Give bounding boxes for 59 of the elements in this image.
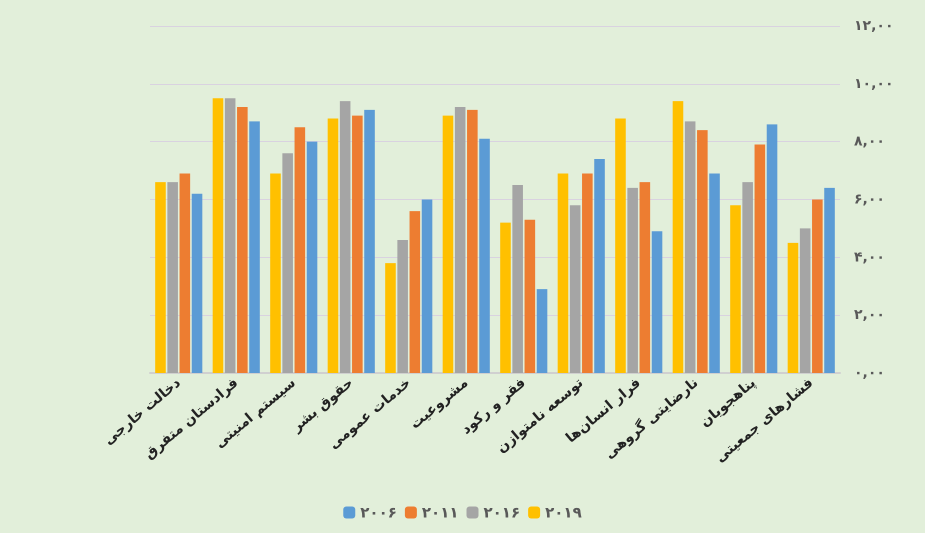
bar <box>536 289 548 373</box>
bar <box>788 242 798 373</box>
bar <box>672 101 684 373</box>
bar <box>730 205 741 373</box>
y-tick-label: ۶,۰۰ <box>854 192 885 208</box>
bar <box>328 118 338 373</box>
bar <box>294 127 306 373</box>
bar <box>212 98 224 373</box>
bar <box>558 173 568 373</box>
bar <box>697 130 708 373</box>
bar <box>180 173 190 373</box>
legend-label: ۲۰۰۶ <box>360 504 397 522</box>
bar <box>192 194 202 373</box>
bar <box>467 110 478 373</box>
bar <box>824 188 835 373</box>
bar <box>454 106 466 373</box>
bar <box>615 118 626 373</box>
bar <box>306 142 318 373</box>
legend-label: ۲۰۱۹ <box>545 504 582 522</box>
bar <box>570 205 580 373</box>
y-tick-label: ۱۲,۰۰ <box>854 18 894 34</box>
bar <box>512 185 523 373</box>
bar <box>652 231 662 373</box>
bar <box>397 240 408 373</box>
bar <box>640 182 650 373</box>
bar <box>479 138 490 373</box>
bar <box>224 98 236 373</box>
bar <box>582 173 593 373</box>
bar <box>352 116 363 373</box>
bar <box>766 124 778 373</box>
bar <box>364 110 375 373</box>
bar <box>422 200 432 373</box>
bar <box>340 101 350 373</box>
bar <box>524 220 536 373</box>
bar <box>627 188 638 373</box>
bar <box>742 182 753 373</box>
bar <box>237 106 248 373</box>
bar <box>410 211 420 373</box>
bar <box>812 200 823 373</box>
y-tick-label: ۲,۰۰ <box>854 307 885 324</box>
bar <box>385 263 396 373</box>
bar <box>167 182 178 373</box>
bar <box>442 116 454 373</box>
y-tick-label: ۸,۰۰ <box>854 134 885 150</box>
bar <box>800 228 810 373</box>
bar <box>594 159 605 373</box>
legend-label: ۲۰۱۱ <box>422 504 459 522</box>
bar <box>709 173 720 373</box>
bar <box>500 222 511 373</box>
bar <box>282 153 293 373</box>
bar <box>155 182 166 373</box>
y-tick-label: ۰,۰۰ <box>854 365 885 381</box>
y-tick-label: ۴,۰۰ <box>854 249 885 266</box>
y-tick-label: ۱۰,۰۰ <box>854 76 894 92</box>
bar <box>270 173 281 373</box>
legend-label: ۲۰۱۶ <box>484 504 520 522</box>
bar <box>754 144 766 373</box>
bar <box>684 121 696 373</box>
bar <box>249 121 260 373</box>
